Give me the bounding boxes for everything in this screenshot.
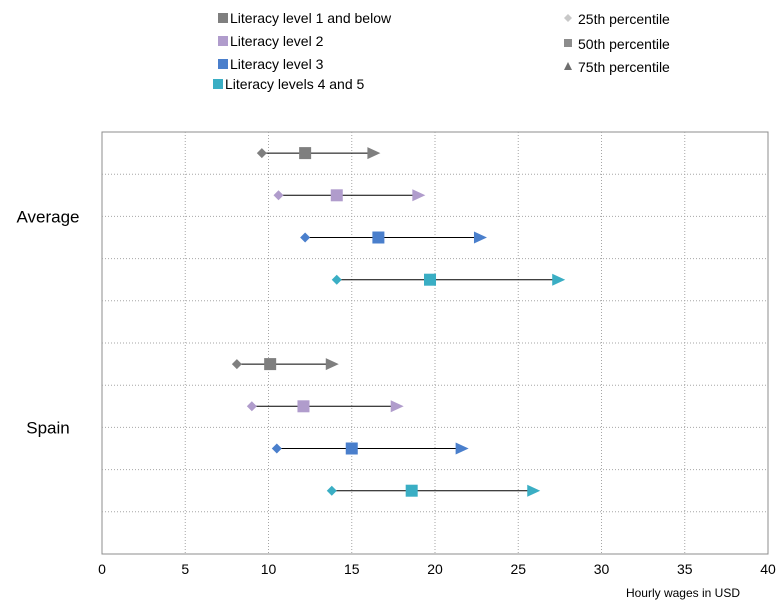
p25-marker-spain-literacy-level-1-and-below [231,359,242,370]
legend-label-literacy-levels-4-and-5: Literacy levels 4 and 5 [225,76,365,92]
group-label-average: Average [16,207,79,226]
p50-marker-spain-literacy-levels-4-and-5 [405,484,418,497]
p75-marker-spain-literacy-level-2 [390,400,404,413]
x-tick-label: 0 [98,561,106,577]
p25-marker-average-literacy-level-3 [300,232,311,243]
x-tick-label: 20 [427,561,443,577]
legend-swatch-literacy-level-2 [218,36,228,46]
legend-label-75th-percentile: 75th percentile [578,59,670,75]
x-tick-label: 15 [344,561,360,577]
legend-marker-50th-percentile [564,39,572,47]
p50-marker-average-literacy-level-3 [372,231,385,244]
data-marks [231,147,566,497]
x-axis-label: Hourly wages in USD [626,586,740,600]
legend-label-literacy-level-1-and-below: Literacy level 1 and below [230,10,392,26]
p25-marker-spain-literacy-levels-4-and-5 [326,485,337,496]
legend: Literacy level 1 and below Literacy level… [213,10,670,92]
p50-marker-spain-literacy-level-1-and-below [264,358,277,371]
legend-label-literacy-level-3: Literacy level 3 [230,56,324,72]
p75-marker-average-literacy-level-2 [412,189,426,202]
legend-label-50th-percentile: 50th percentile [578,36,670,52]
p25-marker-average-literacy-level-2 [273,190,284,201]
p75-marker-spain-literacy-levels-4-and-5 [527,484,541,497]
legend-swatch-literacy-levels-4-and-5 [213,79,223,89]
legend-label-25th-percentile: 25th percentile [578,11,670,27]
x-tick-label: 10 [261,561,277,577]
p50-marker-average-literacy-level-2 [330,189,343,202]
p25-marker-spain-literacy-level-3 [271,443,282,454]
p50-marker-spain-literacy-level-3 [345,442,358,455]
p25-marker-average-literacy-level-1-and-below [256,148,267,159]
grid [101,131,769,555]
legend-marker-25th-percentile [564,14,572,22]
legend-marker-75th-percentile [564,62,572,70]
p25-marker-average-literacy-levels-4-and-5 [331,274,342,285]
x-tick-label: 40 [760,561,776,577]
p75-marker-average-literacy-level-3 [473,231,487,244]
p25-marker-spain-literacy-level-2 [246,401,257,412]
p75-marker-spain-literacy-level-3 [455,442,469,455]
p75-marker-average-literacy-levels-4-and-5 [552,273,566,286]
x-tick-label: 5 [181,561,189,577]
legend-label-literacy-level-2: Literacy level 2 [230,33,324,49]
x-tick-label: 25 [510,561,526,577]
p50-marker-spain-literacy-level-2 [297,400,310,413]
legend-swatch-literacy-level-3 [218,59,228,69]
p50-marker-average-literacy-level-1-and-below [299,147,312,160]
p75-marker-spain-literacy-level-1-and-below [325,358,339,371]
p75-marker-average-literacy-level-1-and-below [367,147,381,160]
axes: 0 5 10 15 20 25 30 35 40 Hourly wages in USD Avera… [16,207,776,600]
group-label-spain: Spain [26,418,69,437]
legend-swatch-literacy-level-1-and-below [218,13,228,23]
x-tick-label: 30 [594,561,610,577]
x-tick-label: 35 [677,561,693,577]
p50-marker-average-literacy-levels-4-and-5 [424,273,437,286]
